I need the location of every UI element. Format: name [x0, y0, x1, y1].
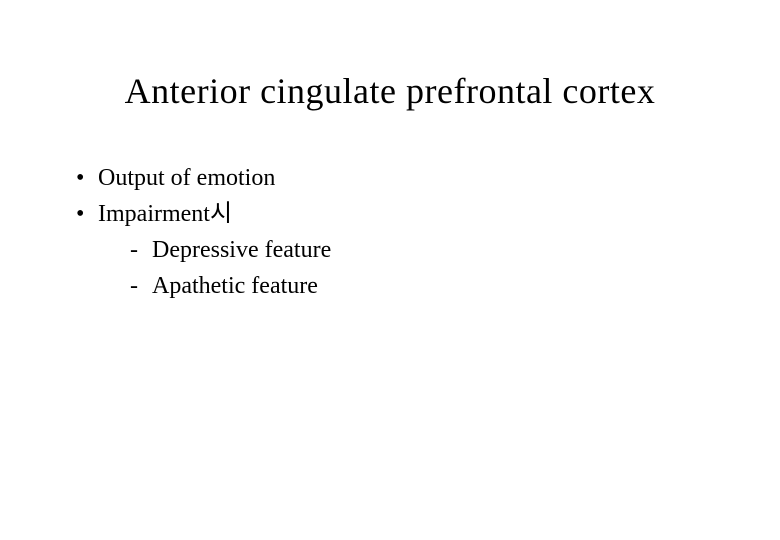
sub-bullet-item: Depressive feature: [126, 232, 710, 268]
bullet-item: Impairment시 Depressive feature Apathetic…: [70, 196, 710, 304]
sub-bullet-text: Apathetic feature: [152, 273, 318, 299]
bullet-list: Output of emotion Impairment시 Depressive…: [70, 160, 710, 304]
bullet-item: Output of emotion: [70, 160, 710, 196]
bullet-text: Impairment시: [98, 201, 232, 227]
bullet-text: Output of emotion: [98, 165, 275, 191]
slide-container: Anterior cingulate prefrontal cortex Out…: [0, 0, 780, 540]
sub-bullet-list: Depressive feature Apathetic feature: [98, 232, 710, 304]
slide-title: Anterior cingulate prefrontal cortex: [70, 70, 710, 112]
sub-bullet-text: Depressive feature: [152, 237, 331, 263]
sub-bullet-item: Apathetic feature: [126, 268, 710, 304]
